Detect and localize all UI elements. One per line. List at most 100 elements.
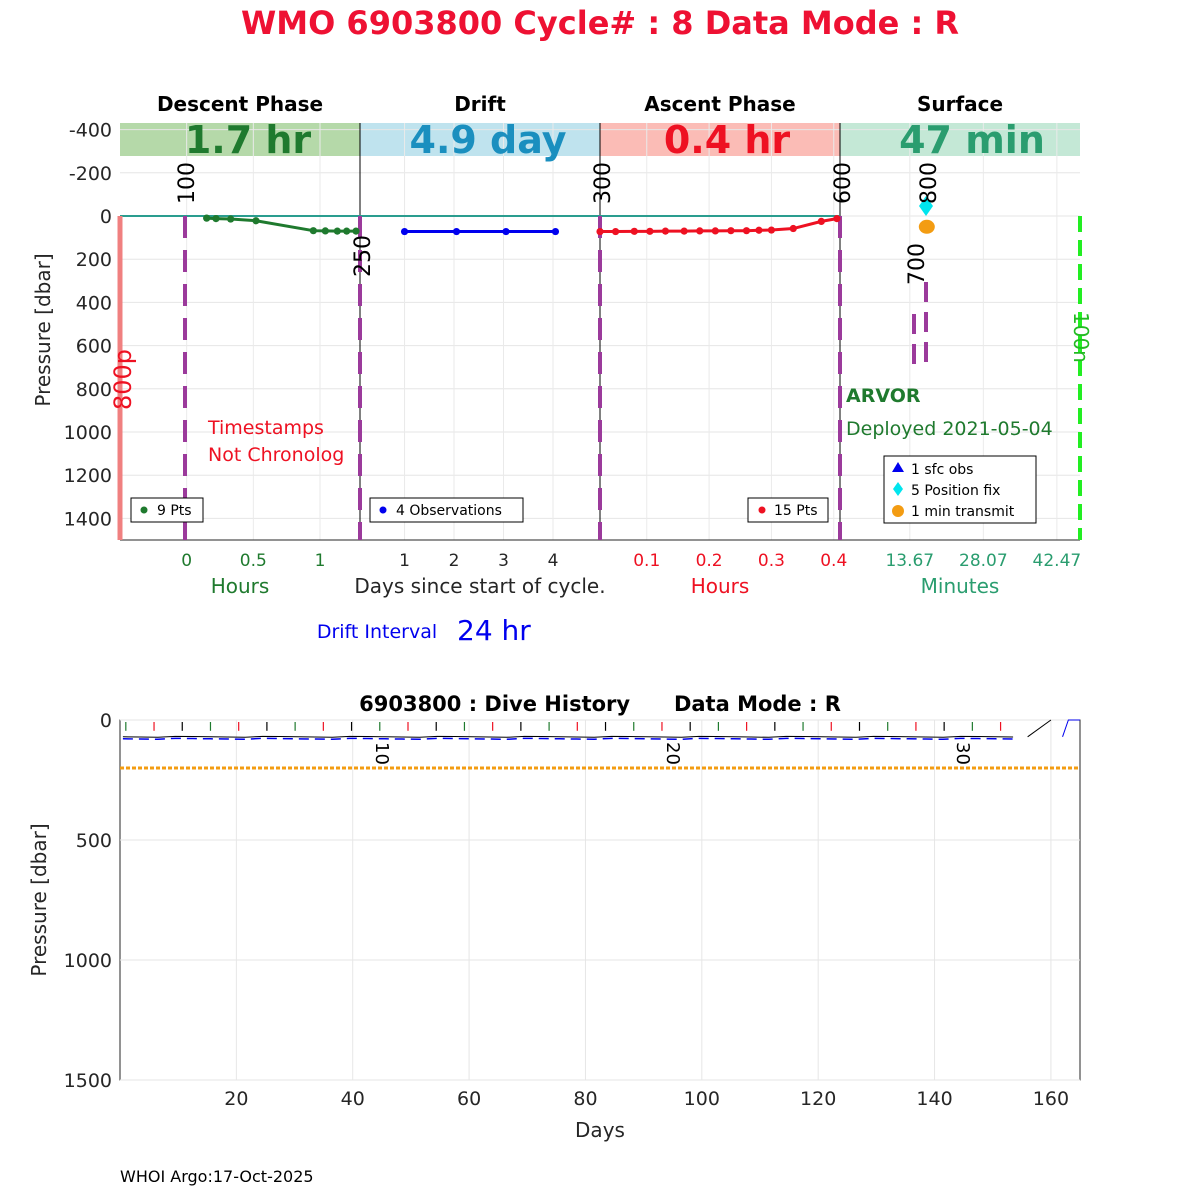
cycle-x-tick-label: 1 [315, 551, 326, 571]
history-x-label: Days [575, 1118, 625, 1142]
surface-legend: 1 sfc obs 5 Position fix 1 min transmit [883, 455, 1037, 524]
descent-point [352, 227, 360, 235]
history-x-tick-label: 160 [1033, 1088, 1069, 1110]
ascent-point [611, 227, 620, 236]
footer-credit: WHOI Argo:17-Oct-2025 [120, 1167, 314, 1186]
surface-series [918, 196, 935, 234]
descent-legend-label: 9 Pts [157, 503, 192, 519]
phase-title-descent: Descent Phase [157, 92, 323, 116]
history-y-tick-label: 1500 [64, 1070, 112, 1092]
descent-legend: 9 Pts [130, 497, 204, 523]
history-title: 6903800 : Dive History Data Mode : R [359, 692, 841, 716]
position-fix-point [919, 196, 933, 216]
cycle-y-tick-label: 0 [100, 206, 112, 228]
history-x-tick-label: 100 [684, 1088, 720, 1110]
ascent-legend: 15 Pts [747, 497, 829, 523]
history-final-blue [1062, 719, 1080, 737]
cycle-panel: Descent Phase Drift Ascent Phase Surface… [31, 92, 1093, 647]
transmit-legend-marker [892, 505, 904, 517]
history-cycle-label-20: 20 [662, 742, 683, 765]
cycle-x-tick-label: 13.67 [885, 551, 934, 571]
descent-legend-marker [140, 506, 148, 514]
ascent-point [711, 227, 719, 235]
phase-duration-ascent: 0.4 hr [664, 118, 791, 162]
phase-title-ascent: Ascent Phase [644, 92, 795, 116]
history-y-label: Pressure [dbar] [27, 823, 51, 976]
cycle-x-ticks: 0 0.5 1 1 2 3 4 0.1 0.2 0.3 0.4 13.67 28.07 42.47 [181, 551, 1081, 571]
history-x-ticks: 20 40 60 80 100 120 140 160 [224, 1088, 1069, 1110]
history-plot-area [119, 719, 1081, 1081]
history-x-tick-label: 140 [916, 1088, 952, 1110]
surface-band [840, 123, 1080, 156]
history-y-tick-label: 0 [100, 710, 112, 732]
drift-band [360, 123, 600, 156]
drift-series [400, 227, 560, 236]
descent-x-label: Hours [211, 574, 270, 598]
history-grid [120, 719, 1080, 1081]
cycle-y-tick-label: 1000 [64, 422, 112, 444]
annotation-250: 250 [351, 235, 376, 277]
cycle-x-tick-label: 0.3 [758, 551, 785, 571]
surface-x-label: Minutes [921, 574, 1000, 598]
cycle-y-tick-label: 200 [76, 249, 112, 271]
drift-interval-value: 24 hr [457, 614, 531, 647]
cycle-x-tick-label: 0 [181, 551, 192, 571]
drift-legend: 4 Observations [369, 497, 524, 523]
sfc-obs-legend-label: 1 sfc obs [911, 462, 973, 478]
cycle-x-tick-label: 4 [548, 551, 559, 571]
descent-point [203, 214, 211, 222]
history-x-tick-label: 40 [341, 1088, 365, 1110]
position-fix-legend-marker [893, 482, 903, 496]
cycle-x-tick-label: 42.47 [1033, 551, 1082, 571]
timestamps-note-line2: Not Chronolog [208, 444, 344, 466]
cycle-y-tick-label: 400 [76, 292, 112, 314]
cycle-x-tick-label: 0.4 [820, 551, 847, 571]
descent-point [333, 227, 341, 235]
annotation-700: 700 [905, 243, 930, 285]
annotation-800: 800 [917, 162, 942, 204]
ascent-legend-marker [758, 506, 766, 514]
ascent-band [600, 123, 840, 156]
cycle-x-tick-label: 1 [399, 551, 410, 571]
cycle-x-tick-label: 28.07 [959, 551, 1008, 571]
phase-title-surface: Surface [917, 92, 1003, 116]
cycle-y-tick-label: -200 [69, 163, 112, 185]
descent-point [343, 227, 351, 235]
history-y-tick-label: 1000 [64, 950, 112, 972]
cycle-x-tick-label: 0.5 [240, 551, 267, 571]
annotation-600: 600 [831, 162, 856, 204]
deployed-date: Deployed 2021-05-04 [846, 418, 1053, 440]
ascent-x-label: Hours [691, 574, 750, 598]
descent-point [321, 227, 329, 235]
drift-interval-label: Drift Interval [317, 621, 437, 643]
ascent-point [833, 214, 841, 223]
history-final-trace [1027, 719, 1052, 738]
transmit-legend-label: 1 min transmit [911, 504, 1015, 520]
phase-duration-drift: 4.9 day [410, 118, 567, 162]
timestamps-note-line1: Timestamps [207, 417, 324, 439]
side-label-800p: 800p [109, 349, 137, 410]
descent-point [252, 217, 260, 225]
history-cycle-label-10: 10 [371, 742, 392, 765]
cycle-y-ticks: -400 -200 0 200 400 600 800 1000 1200 1400 [64, 120, 112, 531]
drift-point [400, 227, 409, 236]
history-x-tick-label: 60 [457, 1088, 481, 1110]
ascent-legend-label: 15 Pts [774, 503, 818, 519]
ascent-point [680, 227, 688, 235]
history-x-tick-label: 20 [224, 1088, 248, 1110]
figure-title: WMO 6903800 Cycle# : 8 Data Mode : R [241, 4, 959, 42]
drift-point [551, 227, 560, 236]
transmit-point [918, 219, 935, 234]
cycle-y-tick-label: -400 [69, 120, 112, 142]
cycle-y-tick-label: 600 [76, 336, 112, 358]
drift-point [452, 227, 461, 236]
sfc-obs-legend-marker [892, 462, 904, 472]
drift-point [502, 227, 510, 236]
history-x-tick-label: 120 [800, 1088, 836, 1110]
phase-title-drift: Drift [454, 92, 506, 116]
ascent-point [630, 227, 638, 235]
history-series [122, 719, 1080, 741]
ascent-point [817, 217, 825, 225]
annotation-100n: 100n [1069, 312, 1093, 363]
